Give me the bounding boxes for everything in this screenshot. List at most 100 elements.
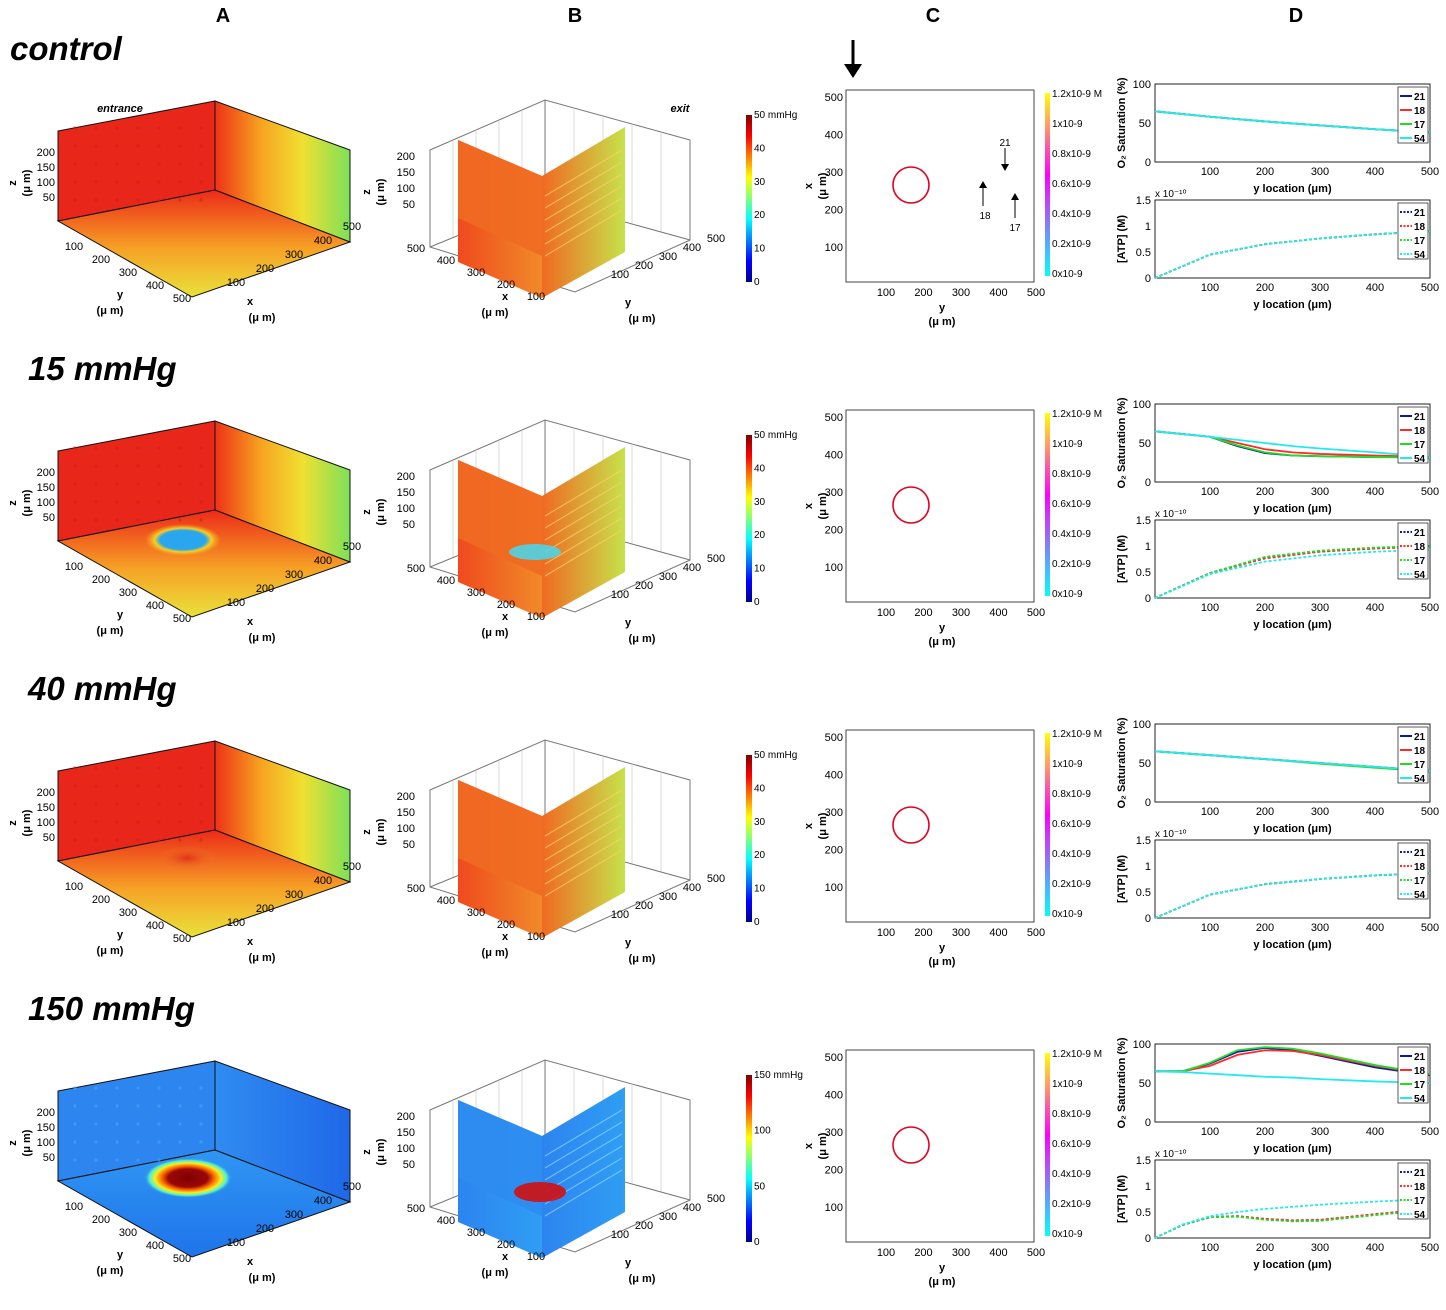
z-tick: 50 xyxy=(403,839,415,851)
colorbar-atp-tick: 0.4x10-9 xyxy=(1052,1169,1091,1180)
z-axis-unit: (μ m) xyxy=(21,809,33,836)
x-tick: 300 xyxy=(467,267,485,279)
z-axis-label: z xyxy=(7,500,19,506)
o2-plot: 0 50 100 100 200 300 400 500 y location (μm) O₂ S… xyxy=(1116,397,1439,515)
wall-dot xyxy=(94,464,98,468)
z-tick: 50 xyxy=(43,192,55,204)
plot-frame xyxy=(1154,1043,1431,1123)
wall-dot xyxy=(73,838,77,842)
slice-cold-spot xyxy=(509,544,561,560)
d-xtick: 300 xyxy=(1311,806,1329,818)
z-axis-unit: (μ m) xyxy=(375,1138,387,1165)
x-tick: 400 xyxy=(437,1215,455,1227)
y-tick: 400 xyxy=(146,280,164,292)
c-x-label: x xyxy=(803,1142,815,1149)
c-y-unit: (μ m) xyxy=(929,316,956,328)
wall-dot xyxy=(199,482,203,486)
wall-dot xyxy=(178,198,182,202)
colorbar-atp xyxy=(1045,413,1050,596)
wall-dot xyxy=(136,126,140,130)
colorbar-tick: 0 xyxy=(754,917,760,928)
x-tick: 400 xyxy=(437,255,455,267)
y-axis-label: y xyxy=(625,937,632,949)
x-tick: 400 xyxy=(314,555,332,567)
z-axis-label: z xyxy=(361,1149,373,1155)
series-line-54 xyxy=(1154,1198,1431,1239)
c-x-unit: (μ m) xyxy=(817,1132,829,1159)
wall-dot xyxy=(199,198,203,202)
column-label-c: C xyxy=(926,5,940,27)
atp-scale-label: x 10⁻¹⁰ xyxy=(1155,509,1187,520)
z-tick: 100 xyxy=(37,497,55,509)
y-tick: 500 xyxy=(173,293,191,305)
c-xtick: 300 xyxy=(952,927,970,939)
legend-label: 21 xyxy=(1414,732,1426,743)
x-tick: 400 xyxy=(437,895,455,907)
pointer-21-head xyxy=(1001,164,1009,171)
vessel-streak xyxy=(544,481,623,529)
d-ytick: 1 xyxy=(1145,541,1151,553)
wall-dot xyxy=(136,802,140,806)
d-ylabel: [ATP] (M) xyxy=(1116,1175,1128,1223)
legend-label: 21 xyxy=(1414,528,1426,539)
x-tick: 400 xyxy=(437,575,455,587)
d-xtick: 100 xyxy=(1201,1242,1219,1254)
c-ytick: 100 xyxy=(825,242,843,254)
legend-label: 18 xyxy=(1414,862,1426,873)
legend-label: 54 xyxy=(1414,1210,1426,1221)
wall-dot xyxy=(178,838,182,842)
cube-floor xyxy=(56,1149,352,1258)
x-tick: 100 xyxy=(227,1237,245,1249)
wall-dot xyxy=(136,518,140,522)
d-xtick: 500 xyxy=(1421,486,1439,498)
atp-plot: 0 0.5 1 1.5 100 200 300 400 500 y location (μm) [A… xyxy=(1116,509,1439,631)
y-axis-label: y xyxy=(625,1257,632,1269)
wall-dot xyxy=(178,500,182,504)
vessel-streak xyxy=(544,185,623,233)
wall-dot xyxy=(73,784,77,788)
c-ytick: 400 xyxy=(825,130,843,142)
legend-label: 18 xyxy=(1414,1066,1426,1077)
y-tick: 300 xyxy=(659,1211,677,1223)
x-tick: 300 xyxy=(285,1209,303,1221)
atp-scale-label: x 10⁻¹⁰ xyxy=(1155,189,1187,200)
wall-dot xyxy=(94,180,98,184)
z-tick: 50 xyxy=(43,1152,55,1164)
x-axis-label: x xyxy=(502,931,509,943)
legend: 21 18 17 54 xyxy=(1397,726,1429,785)
wall-dot xyxy=(73,198,77,202)
wall-dot xyxy=(94,1086,98,1090)
z-axis-label: z xyxy=(361,189,373,195)
d-xtick: 200 xyxy=(1256,922,1274,934)
d-ytick: 1 xyxy=(1145,221,1151,233)
wall-dot xyxy=(199,162,203,166)
wall-dot xyxy=(157,802,161,806)
c-xtick: 500 xyxy=(1027,927,1045,939)
z-tick: 50 xyxy=(43,832,55,844)
vessel-streak xyxy=(544,173,623,221)
x-axis-label: x xyxy=(502,1251,509,1263)
colorbar-atp-tick: 0.6x10-9 xyxy=(1052,1139,1091,1150)
vessel-streak xyxy=(544,1145,623,1193)
colorbar-atp-tick: 1.2x10-9 M xyxy=(1052,89,1102,100)
series-line-17 xyxy=(1154,430,1431,459)
x-axis-label: x xyxy=(247,1256,254,1268)
legend-label: 17 xyxy=(1414,1196,1426,1207)
z-tick: 100 xyxy=(37,177,55,189)
z-tick: 200 xyxy=(397,151,415,163)
c-xtick: 400 xyxy=(989,1247,1007,1259)
wall-dot xyxy=(73,766,77,770)
colorbar-atp xyxy=(1045,1053,1050,1236)
legend-label: 21 xyxy=(1414,1052,1426,1063)
x-tick: 300 xyxy=(467,1227,485,1239)
c-ytick: 300 xyxy=(825,807,843,819)
wall-dot xyxy=(178,180,182,184)
wall-dot xyxy=(73,446,77,450)
c-xtick: 300 xyxy=(952,1247,970,1259)
wall-dot xyxy=(178,1086,182,1090)
d-ytick: 0 xyxy=(1145,273,1151,285)
legend-label: 54 xyxy=(1414,134,1426,145)
z-tick: 200 xyxy=(397,1111,415,1123)
injury-circle xyxy=(892,486,930,524)
